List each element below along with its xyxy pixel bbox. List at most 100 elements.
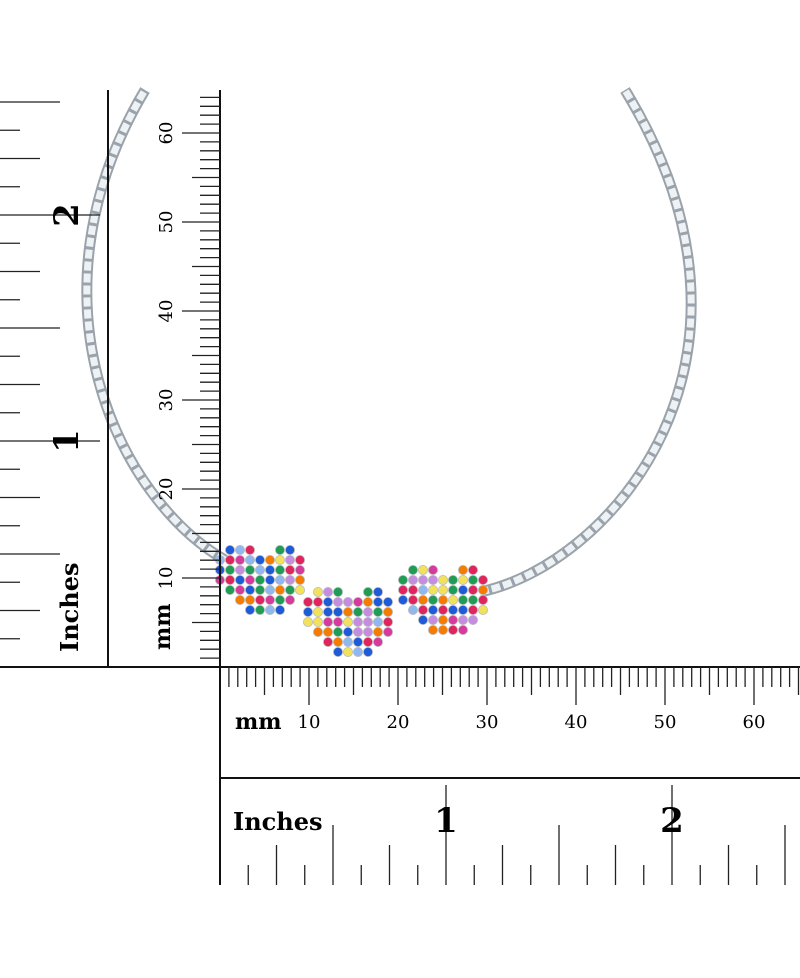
ruler-ticks [0,96,800,885]
gem [457,605,468,616]
gem [322,627,333,638]
gem [284,595,295,606]
gem [467,585,478,596]
gem [407,595,418,606]
mm-tick-label: 50 [654,712,677,733]
gem [407,605,418,616]
gem [457,615,468,626]
gem [224,585,235,596]
gem [467,605,478,616]
gem [244,605,255,616]
gem [322,597,333,608]
gem [342,627,353,638]
gem [254,605,265,616]
gem [322,607,333,618]
gem [254,585,265,596]
gem [342,597,353,608]
gem [437,585,448,596]
inch-tick-label: 1 [434,801,458,841]
gem [284,545,295,556]
gem [417,615,428,626]
gem [224,575,235,586]
gem [274,545,285,556]
gem [254,565,265,576]
gem [284,575,295,586]
gem [352,647,363,658]
gem [244,575,255,586]
mm-tick-label: 30 [156,389,177,412]
gem [274,565,285,576]
gem [457,595,468,606]
gem [302,617,313,628]
gem [447,595,458,606]
gem [294,565,305,576]
gem [362,617,373,628]
gem [362,627,373,638]
gem [294,575,305,586]
gem [372,637,383,648]
gem [477,605,488,616]
gem [322,617,333,628]
gem [417,575,428,586]
gem [362,597,373,608]
gem [312,587,323,598]
mm-tick-label: 50 [156,211,177,234]
gem [312,597,323,608]
gem [417,565,428,576]
mm-tick-label: 20 [156,478,177,501]
gem [332,607,343,618]
gem [332,627,343,638]
gem [302,597,313,608]
gem [284,565,295,576]
gem [362,637,373,648]
gem [407,565,418,576]
heart-charms [214,545,488,658]
gem [234,555,245,566]
gem [294,585,305,596]
gem [477,575,488,586]
gem [312,627,323,638]
gem [382,627,393,638]
gem [342,637,353,648]
mm-tick-label: 40 [565,712,588,733]
gem [342,647,353,658]
gem [332,637,343,648]
gem [352,617,363,628]
gem [234,545,245,556]
inch-tick-label: 2 [47,203,87,227]
gem [332,617,343,628]
gem [234,585,245,596]
gem [382,607,393,618]
gem [264,605,275,616]
gem [332,597,343,608]
gem [372,597,383,608]
gem [264,585,275,596]
mm-tick-label: 60 [156,122,177,145]
gem [254,575,265,586]
gem [312,617,323,628]
gem [274,575,285,586]
gem [372,587,383,598]
gem [362,587,373,598]
gem [427,595,438,606]
gem [372,627,383,638]
gem [447,615,458,626]
inch-tick-label: 2 [660,801,684,841]
gem [457,575,468,586]
gem [447,575,458,586]
gem [437,595,448,606]
gem [467,565,478,576]
gem [417,585,428,596]
gem [244,595,255,606]
gem [274,585,285,596]
gem [254,555,265,566]
gem [332,587,343,598]
gem [342,617,353,628]
gem [437,615,448,626]
gem [427,575,438,586]
gem [274,595,285,606]
gem [457,585,468,596]
gem [224,545,235,556]
gem [397,575,408,586]
